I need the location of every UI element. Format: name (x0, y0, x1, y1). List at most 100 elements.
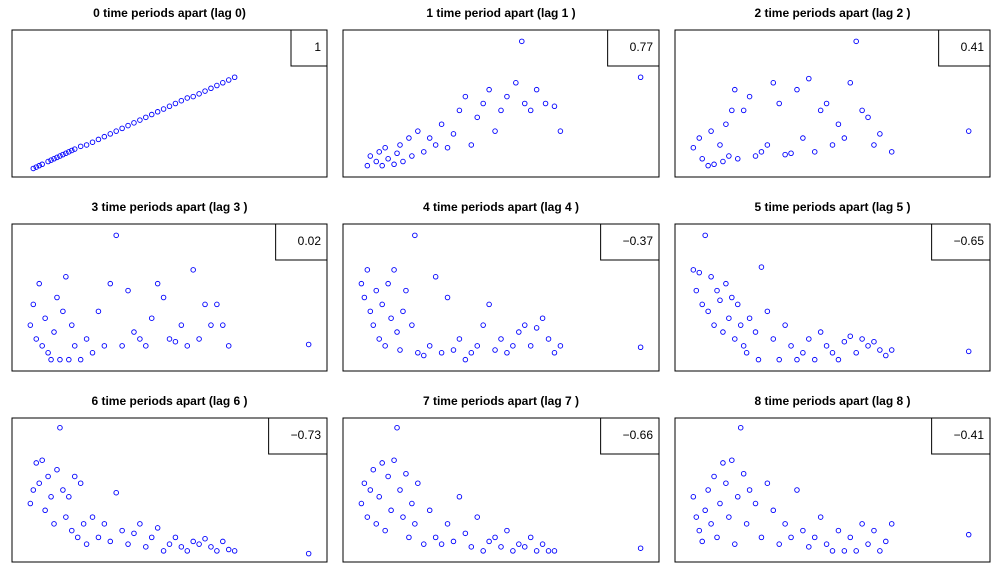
point (406, 534, 412, 541)
point (782, 322, 788, 328)
point (504, 527, 510, 534)
point (409, 322, 415, 328)
correlation-label: 0.02 (298, 234, 322, 248)
point (456, 107, 463, 114)
point (770, 80, 777, 86)
point (412, 232, 418, 239)
point (231, 74, 238, 80)
point (125, 541, 131, 547)
point (696, 135, 703, 141)
point (871, 527, 877, 534)
correlation-box (938, 29, 991, 67)
point (853, 548, 859, 554)
point (637, 74, 644, 80)
point (888, 347, 895, 353)
point (143, 114, 149, 121)
point (39, 343, 45, 349)
point (755, 356, 762, 363)
point (519, 38, 525, 45)
point (358, 280, 365, 287)
point (364, 514, 371, 520)
plot-frame (674, 29, 991, 178)
correlation-box (600, 417, 660, 455)
point (859, 107, 865, 114)
point (57, 356, 63, 363)
point (379, 301, 385, 308)
point (859, 336, 865, 342)
point (166, 336, 173, 342)
point (202, 88, 208, 94)
point (737, 322, 744, 328)
point (385, 473, 391, 480)
point (468, 350, 475, 356)
point (794, 86, 800, 93)
point (865, 343, 871, 349)
point (965, 128, 972, 134)
point (45, 350, 51, 356)
point (113, 232, 119, 239)
point (148, 111, 155, 118)
point (806, 544, 812, 550)
point (965, 348, 972, 355)
point (800, 135, 806, 141)
point (492, 128, 498, 134)
point (823, 343, 830, 349)
plot-frame (342, 223, 660, 372)
point (403, 471, 409, 477)
point (865, 541, 871, 547)
point (782, 521, 788, 527)
point (42, 507, 48, 514)
correlation-label: 0.77 (630, 40, 654, 54)
point (83, 541, 90, 547)
point (717, 297, 723, 304)
point (794, 487, 800, 493)
point (871, 338, 877, 345)
correlation-box (607, 29, 660, 67)
point (806, 75, 812, 82)
point (39, 457, 45, 463)
point (841, 135, 848, 141)
point (148, 534, 155, 541)
point (60, 151, 66, 158)
point (394, 424, 400, 431)
point (172, 100, 179, 107)
correlation-box (275, 223, 328, 261)
point (776, 356, 782, 363)
point (63, 274, 69, 280)
point (462, 93, 469, 100)
point (729, 107, 735, 114)
point (486, 301, 492, 308)
point (30, 301, 37, 308)
point (835, 356, 842, 363)
point (714, 534, 720, 541)
point (533, 548, 540, 554)
point (764, 480, 771, 486)
point (637, 344, 644, 350)
plot-frame (11, 417, 328, 563)
correlation-label: 1 (314, 40, 321, 54)
point (196, 91, 202, 97)
point (450, 131, 457, 137)
correlation-label: −0.37 (623, 234, 654, 248)
point (542, 100, 549, 107)
point (690, 267, 697, 273)
point (137, 336, 143, 342)
point (708, 128, 714, 134)
point (770, 507, 777, 514)
point (720, 329, 726, 335)
point (137, 521, 143, 527)
point (178, 97, 185, 104)
point (539, 541, 546, 547)
point (367, 308, 374, 315)
point (743, 521, 750, 527)
point (397, 347, 403, 353)
point (717, 500, 723, 507)
point (370, 466, 377, 473)
point (426, 135, 433, 141)
panel-title: 8 time periods apart (lag 8 ) (754, 394, 910, 408)
point (637, 545, 644, 551)
point (214, 548, 220, 554)
point (154, 280, 161, 287)
point (77, 356, 84, 363)
point (48, 157, 54, 163)
